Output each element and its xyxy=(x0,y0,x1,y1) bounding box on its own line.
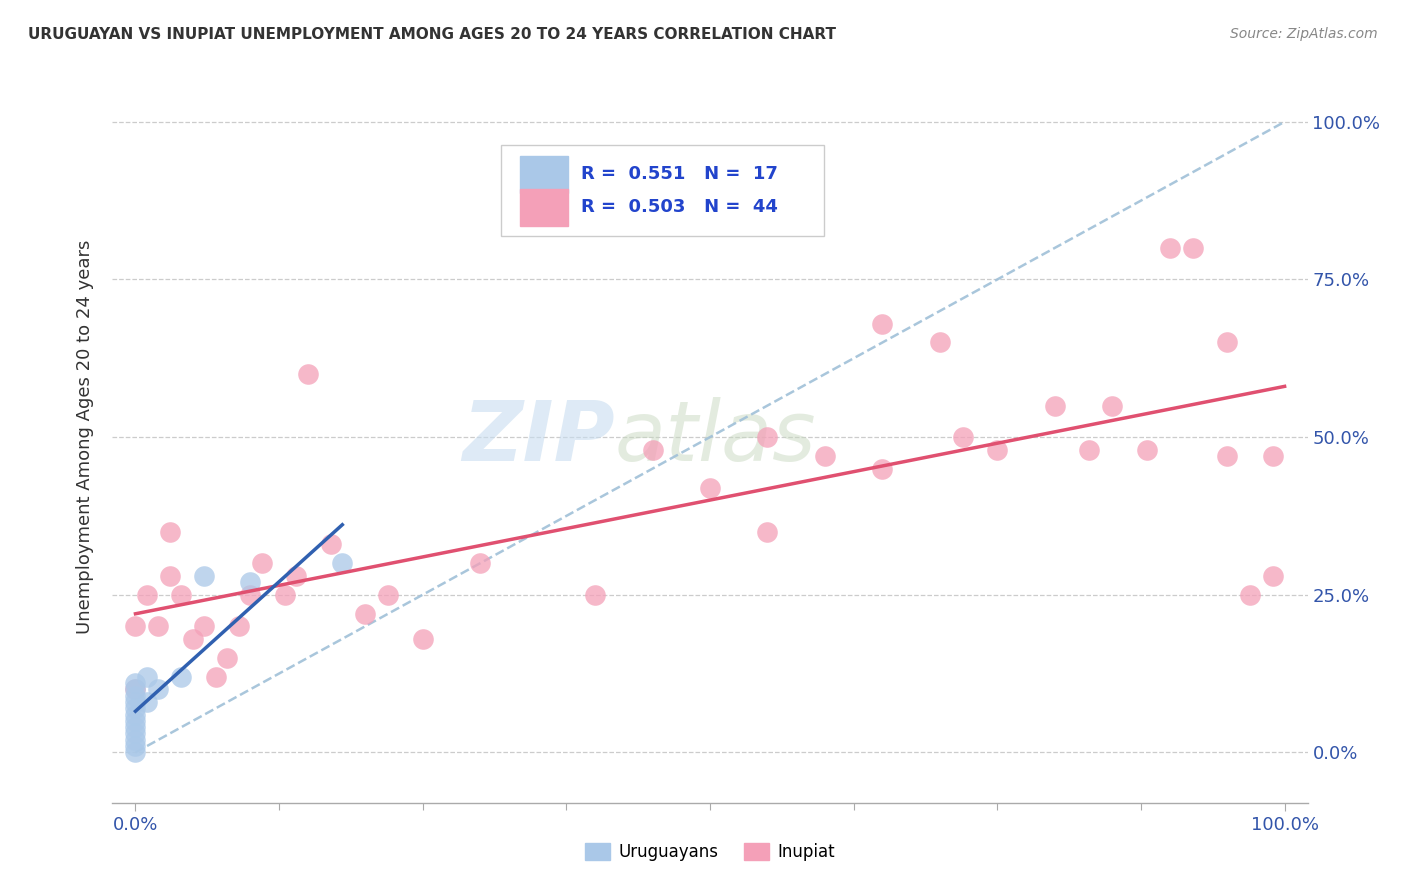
Point xyxy=(814,449,837,463)
Point xyxy=(1216,449,1239,463)
Point xyxy=(181,632,204,646)
Point xyxy=(124,739,146,753)
Point xyxy=(1261,569,1284,583)
Point xyxy=(124,714,146,728)
Point xyxy=(377,588,399,602)
Text: atlas: atlas xyxy=(614,397,815,477)
Point xyxy=(170,670,193,684)
Point xyxy=(297,367,319,381)
Text: R =  0.551   N =  17: R = 0.551 N = 17 xyxy=(581,166,778,184)
Point xyxy=(124,707,146,722)
Point xyxy=(1136,442,1159,457)
Point xyxy=(470,556,492,570)
Point xyxy=(986,442,1008,457)
Point xyxy=(1101,399,1123,413)
Point xyxy=(239,588,262,602)
FancyBboxPatch shape xyxy=(520,189,568,226)
Legend: Uruguayans, Inupiat: Uruguayans, Inupiat xyxy=(579,836,841,868)
Point xyxy=(124,732,146,747)
Point xyxy=(330,556,353,570)
Point xyxy=(583,588,606,602)
Point xyxy=(124,745,146,759)
Point xyxy=(217,650,239,665)
Point xyxy=(124,720,146,734)
Point xyxy=(1239,588,1261,602)
Text: ZIP: ZIP xyxy=(461,397,614,477)
Point xyxy=(159,524,181,539)
Point xyxy=(319,537,342,551)
Point xyxy=(928,335,950,350)
Point xyxy=(124,695,146,709)
Point xyxy=(124,682,146,697)
Point xyxy=(124,689,146,703)
Point xyxy=(872,317,894,331)
Point xyxy=(136,695,159,709)
Point xyxy=(354,607,377,621)
FancyBboxPatch shape xyxy=(501,145,824,235)
Point xyxy=(239,575,262,590)
Point xyxy=(193,569,215,583)
Point xyxy=(205,670,228,684)
Point xyxy=(1078,442,1101,457)
FancyBboxPatch shape xyxy=(520,156,568,193)
Point xyxy=(1159,241,1181,255)
Point xyxy=(412,632,434,646)
Y-axis label: Unemployment Among Ages 20 to 24 years: Unemployment Among Ages 20 to 24 years xyxy=(76,240,94,634)
Point xyxy=(124,676,146,690)
Point xyxy=(136,588,159,602)
Point xyxy=(756,524,779,539)
Point xyxy=(1261,449,1284,463)
Text: Source: ZipAtlas.com: Source: ZipAtlas.com xyxy=(1230,27,1378,41)
Point xyxy=(136,670,159,684)
Point xyxy=(124,682,146,697)
Point xyxy=(1181,241,1204,255)
Point xyxy=(274,588,297,602)
Point xyxy=(228,619,250,633)
Point xyxy=(1043,399,1066,413)
Point xyxy=(699,481,721,495)
Point xyxy=(124,619,146,633)
Point xyxy=(952,430,974,444)
Text: URUGUAYAN VS INUPIAT UNEMPLOYMENT AMONG AGES 20 TO 24 YEARS CORRELATION CHART: URUGUAYAN VS INUPIAT UNEMPLOYMENT AMONG … xyxy=(28,27,837,42)
Point xyxy=(148,682,170,697)
Point xyxy=(170,588,193,602)
Text: R =  0.503   N =  44: R = 0.503 N = 44 xyxy=(581,198,778,217)
Point xyxy=(124,726,146,740)
Point xyxy=(641,442,664,457)
Point xyxy=(148,619,170,633)
Point xyxy=(1216,335,1239,350)
Point xyxy=(285,569,308,583)
Point xyxy=(193,619,215,633)
Point xyxy=(124,701,146,715)
Point xyxy=(756,430,779,444)
Point xyxy=(250,556,273,570)
Point xyxy=(872,461,894,475)
Point xyxy=(159,569,181,583)
